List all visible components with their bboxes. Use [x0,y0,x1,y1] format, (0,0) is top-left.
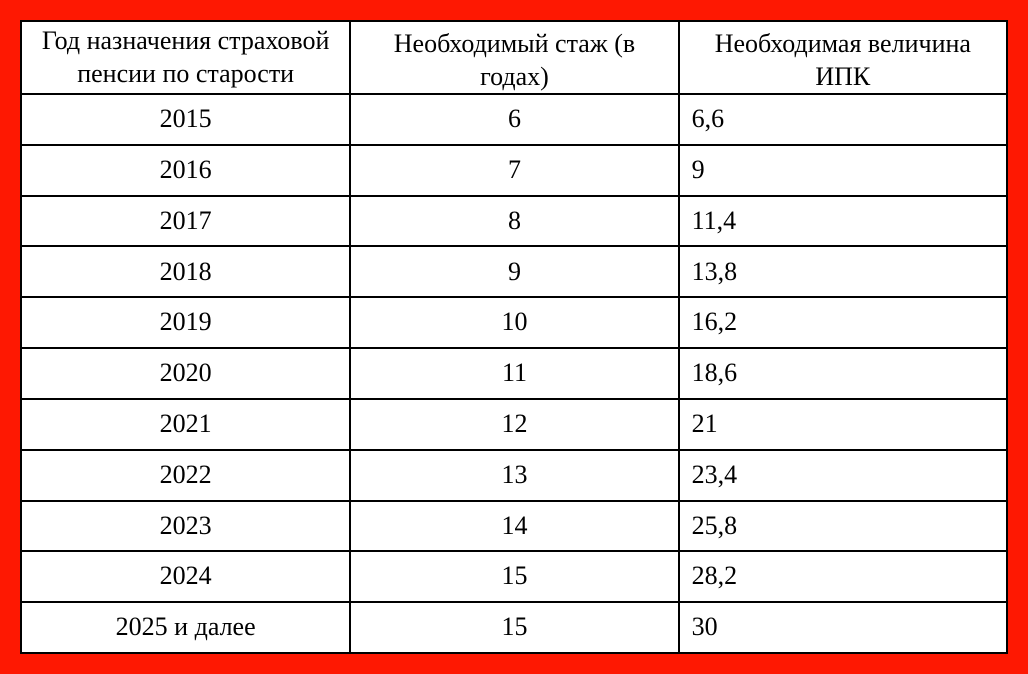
cell-ipk: 21 [679,399,1007,450]
cell-year: 2025 и далее [21,602,350,653]
cell-year: 2024 [21,551,350,602]
sheet: Год назначения страховой пенсии по старо… [20,20,1008,654]
table-row: 2019 10 16,2 [21,297,1007,348]
cell-ipk: 25,8 [679,501,1007,552]
cell-ipk: 6,6 [679,94,1007,145]
cell-experience: 15 [350,551,678,602]
cell-ipk: 16,2 [679,297,1007,348]
col-header-ipk: Необходимая величина ИПК [679,21,1007,94]
cell-year: 2021 [21,399,350,450]
pension-requirements-table: Год назначения страховой пенсии по старо… [20,20,1008,654]
table-row: 2020 11 18,6 [21,348,1007,399]
cell-experience: 13 [350,450,678,501]
cell-year: 2016 [21,145,350,196]
cell-experience: 7 [350,145,678,196]
cell-ipk: 30 [679,602,1007,653]
cell-experience: 14 [350,501,678,552]
table-header: Год назначения страховой пенсии по старо… [21,21,1007,94]
cell-experience: 12 [350,399,678,450]
cell-experience: 15 [350,602,678,653]
cell-year: 2020 [21,348,350,399]
cell-ipk: 28,2 [679,551,1007,602]
cell-experience: 11 [350,348,678,399]
table-body: 2015 6 6,6 2016 7 9 2017 8 11,4 2018 9 1… [21,94,1007,653]
table-row: 2024 15 28,2 [21,551,1007,602]
cell-ipk: 9 [679,145,1007,196]
table-row: 2022 13 23,4 [21,450,1007,501]
cell-year: 2017 [21,196,350,247]
cell-ipk: 11,4 [679,196,1007,247]
table-row: 2017 8 11,4 [21,196,1007,247]
table-row: 2016 7 9 [21,145,1007,196]
cell-year: 2015 [21,94,350,145]
table-row: 2021 12 21 [21,399,1007,450]
cell-ipk: 23,4 [679,450,1007,501]
table-header-row: Год назначения страховой пенсии по старо… [21,21,1007,94]
cell-year: 2023 [21,501,350,552]
cell-experience: 6 [350,94,678,145]
cell-experience: 8 [350,196,678,247]
col-header-experience: Необходимый стаж (в годах) [350,21,678,94]
cell-year: 2019 [21,297,350,348]
table-row: 2023 14 25,8 [21,501,1007,552]
col-header-year: Год назначения страховой пенсии по старо… [21,21,350,94]
cell-ipk: 13,8 [679,246,1007,297]
cell-experience: 9 [350,246,678,297]
table-row: 2018 9 13,8 [21,246,1007,297]
cell-ipk: 18,6 [679,348,1007,399]
cell-year: 2018 [21,246,350,297]
table-row: 2025 и далее 15 30 [21,602,1007,653]
table-row: 2015 6 6,6 [21,94,1007,145]
cell-experience: 10 [350,297,678,348]
cell-year: 2022 [21,450,350,501]
